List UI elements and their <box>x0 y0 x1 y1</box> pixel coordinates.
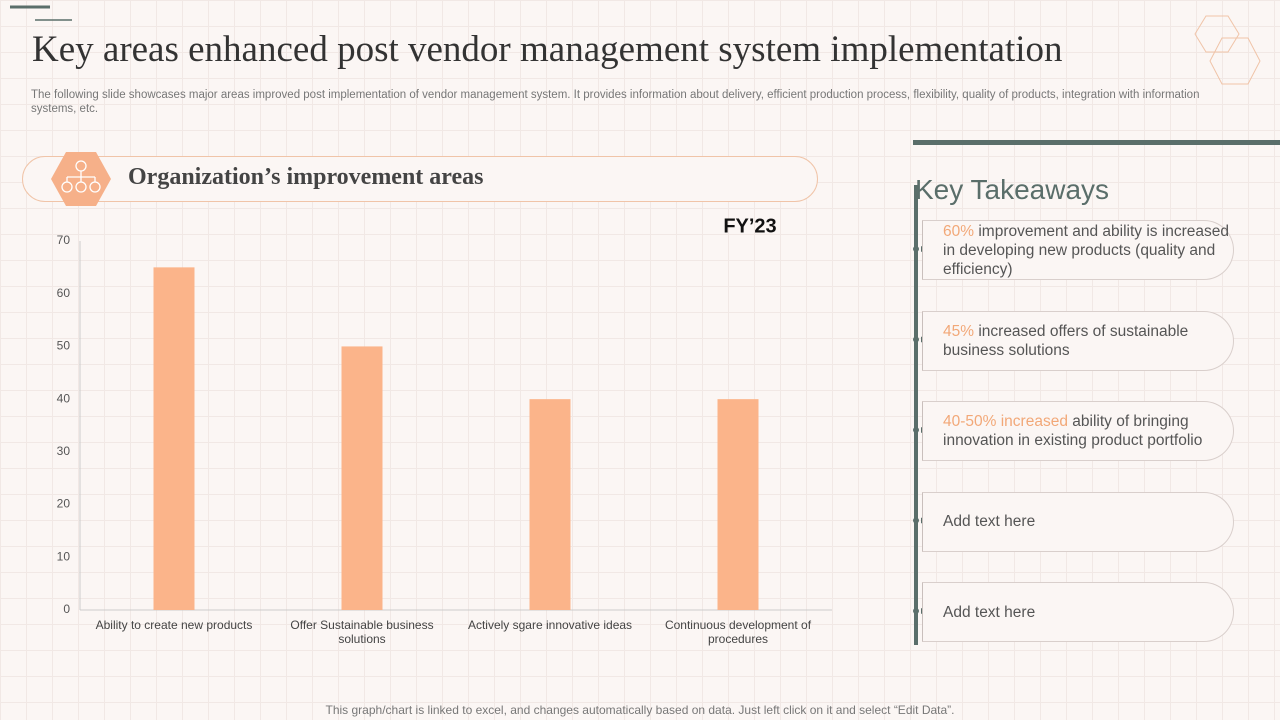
org-icon <box>61 160 101 193</box>
bar <box>529 399 571 610</box>
timeline-dot <box>913 427 919 433</box>
y-tick-label: 60 <box>57 286 71 300</box>
bar <box>717 399 759 610</box>
decor-hex <box>1194 15 1240 53</box>
takeaways-title: Key Takeaways <box>915 174 1110 205</box>
y-tick-label: 20 <box>57 497 71 511</box>
takeaway-text: 45% increased offers of sustainable busi… <box>943 322 1233 360</box>
x-tick-label: Actively sgare innovative ideas <box>467 618 633 632</box>
timeline-dot <box>913 608 919 614</box>
timeline <box>914 185 918 645</box>
takeaway-highlight: 60% <box>943 222 975 240</box>
y-tick-label: 40 <box>57 391 71 405</box>
x-tick-label: Ability to create new products <box>95 618 253 632</box>
takeaway-box: 40-50% increased ability of bringing inn… <box>922 401 1234 461</box>
section-pill <box>22 156 818 202</box>
subtitle: The following slide showcases major area… <box>31 89 1200 115</box>
takeaway-text: 40-50% increased ability of bringing inn… <box>943 412 1233 450</box>
takeaway-highlight: 40-50% increased <box>943 413 1068 430</box>
y-tick-label: 0 <box>63 602 70 616</box>
takeaway-body: ability of bringing innovation in existi… <box>943 413 1203 449</box>
section-title: Organization’s improvement areas <box>128 164 484 190</box>
x-tick-label: Offer Sustainable business solutions <box>290 618 434 646</box>
y-tick-label: 10 <box>57 549 71 563</box>
takeaway-box: Add text here <box>922 582 1234 642</box>
decor-hex <box>1209 37 1261 85</box>
x-tick-label: Continuous development of procedures <box>664 618 812 646</box>
y-tick-label: 70 <box>57 233 71 247</box>
takeaway-body: improvement and ability is increased in … <box>943 222 1230 278</box>
takeaway-highlight: 45% <box>943 322 975 340</box>
takeaway-box: 60% improvement and ability is increased… <box>922 220 1234 280</box>
takeaway-body: Add text here <box>943 513 1036 530</box>
timeline-dot <box>913 336 919 343</box>
footer: This graph/chart is linked to excel, and… <box>325 703 955 717</box>
bar <box>153 267 195 610</box>
takeaway-box: Add text here <box>922 491 1234 552</box>
title: Key areas enhanced post vendor managemen… <box>32 29 1063 70</box>
y-tick-label: 50 <box>57 339 71 353</box>
bar <box>341 346 383 610</box>
takeaway-text: Add text here <box>943 603 1035 622</box>
takeaway-text: 60% improvement and ability is increased… <box>943 222 1233 279</box>
takeaway-body: Add text here <box>943 603 1036 621</box>
timeline-dot <box>913 246 919 252</box>
takeaway-body: increased offers of sustainable business… <box>943 322 1189 359</box>
y-tick-label: 30 <box>57 444 71 458</box>
timeline-dot <box>913 517 919 524</box>
chart-title: FY’23 <box>723 215 776 237</box>
decor-bar <box>913 140 1280 145</box>
takeaway-text: Add text here <box>943 512 1035 531</box>
takeaway-box: 45% increased offers of sustainable busi… <box>922 310 1234 371</box>
